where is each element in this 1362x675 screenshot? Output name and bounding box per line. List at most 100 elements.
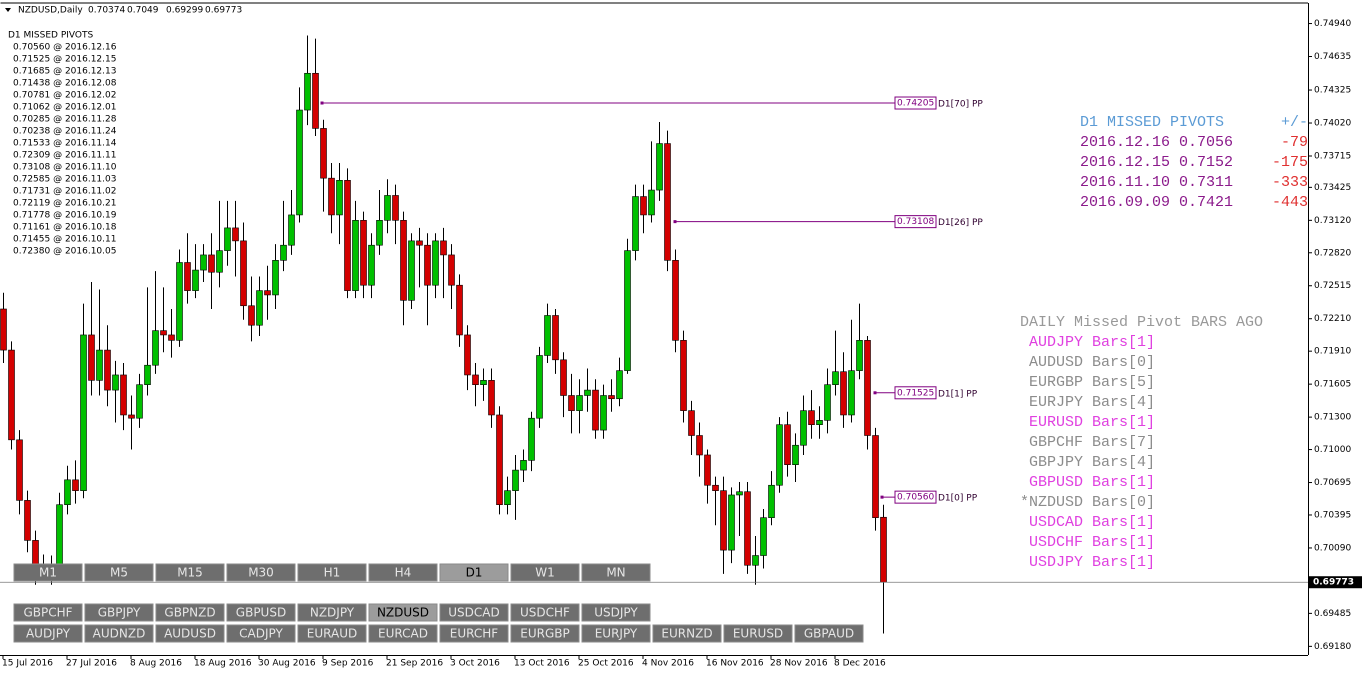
button-label[interactable]: M15: [177, 566, 203, 580]
button-label[interactable]: M30: [248, 566, 274, 580]
button[interactable]: [652, 624, 722, 643]
button[interactable]: [226, 624, 296, 643]
button-label[interactable]: EURNZD: [661, 627, 712, 641]
candle-body: [312, 72, 319, 129]
candle-body: [376, 220, 383, 246]
button[interactable]: [226, 603, 296, 622]
candle-body: [720, 490, 727, 551]
button[interactable]: [155, 603, 225, 622]
button-label[interactable]: GBPUSD: [236, 606, 286, 620]
button[interactable]: [794, 624, 864, 643]
button[interactable]: [510, 563, 580, 582]
button[interactable]: [723, 624, 793, 643]
button-label[interactable]: AUDNZD: [93, 627, 146, 641]
candle-body: [760, 517, 767, 556]
button-label[interactable]: H1: [324, 566, 341, 580]
button-label[interactable]: NZDJPY: [310, 606, 355, 620]
candle-body: [776, 424, 783, 486]
button-label[interactable]: GBPAUD: [804, 627, 854, 641]
button-label[interactable]: H4: [395, 566, 412, 580]
button[interactable]: [155, 624, 225, 643]
candle-body: [592, 389, 599, 431]
candle-body: [136, 384, 143, 419]
candle-body: [440, 240, 447, 256]
button-label[interactable]: EURGBP: [520, 627, 569, 641]
candle-body: [168, 334, 175, 341]
button-label[interactable]: W1: [535, 566, 555, 580]
button[interactable]: [510, 603, 580, 622]
button-label[interactable]: GBPNZD: [164, 606, 215, 620]
button-label[interactable]: USDJPY: [594, 606, 638, 620]
button-label[interactable]: M1: [39, 566, 57, 580]
button[interactable]: [368, 563, 438, 582]
button[interactable]: [439, 563, 509, 582]
button-label[interactable]: EURAUD: [307, 627, 357, 641]
candle-body: [488, 380, 495, 416]
button-label[interactable]: GBPJPY: [98, 606, 141, 620]
panel-diff: -175: [1272, 154, 1308, 171]
button[interactable]: [13, 624, 83, 643]
button[interactable]: [439, 603, 509, 622]
button[interactable]: [368, 624, 438, 643]
button[interactable]: [297, 624, 367, 643]
candle-body: [576, 395, 583, 411]
bars-ago-row: AUDJPY Bars[1]: [1029, 334, 1155, 351]
candle-body: [304, 72, 311, 111]
button-label[interactable]: D1: [466, 566, 483, 580]
list-row: 0.72380 @ 2016.10.05: [13, 247, 116, 257]
candle-body: [80, 334, 87, 491]
candle-body: [152, 330, 159, 366]
button-label[interactable]: MN: [606, 566, 625, 580]
candle-body: [648, 189, 655, 216]
button[interactable]: [581, 563, 651, 582]
x-tick-label: 13 Oct 2016: [514, 659, 570, 669]
button[interactable]: [84, 603, 154, 622]
bars-ago-row: EURJPY Bars[4]: [1029, 394, 1155, 411]
pivot-dot: [673, 220, 677, 224]
button[interactable]: [226, 563, 296, 582]
button-label[interactable]: EURCHF: [450, 627, 499, 641]
button[interactable]: [297, 563, 367, 582]
candle-body: [272, 260, 279, 296]
button[interactable]: [297, 603, 367, 622]
bars-ago-row: AUDUSD Bars[0]: [1029, 354, 1155, 371]
button[interactable]: [13, 603, 83, 622]
candle-body: [104, 349, 111, 391]
pivot-tag: D1[0] PP: [938, 494, 978, 504]
button-label[interactable]: USDCAD: [448, 606, 499, 620]
button-label[interactable]: AUDJPY: [26, 627, 71, 641]
button[interactable]: [84, 563, 154, 582]
ohlc-close: 0.69773: [205, 6, 242, 16]
candle-body: [56, 504, 63, 569]
button-label[interactable]: NZDUSD: [377, 606, 429, 620]
candle-body: [872, 435, 879, 518]
button[interactable]: [155, 563, 225, 582]
button[interactable]: [84, 624, 154, 643]
button[interactable]: [368, 603, 438, 622]
button[interactable]: [581, 624, 651, 643]
button-label[interactable]: USDCHF: [520, 606, 570, 620]
button[interactable]: [439, 624, 509, 643]
x-tick-label: 8 Dec 2016: [834, 659, 886, 669]
candle-body: [568, 395, 575, 411]
candle-body: [120, 374, 127, 416]
candle-body: [664, 143, 671, 261]
button-label[interactable]: CADJPY: [239, 627, 283, 641]
button-label[interactable]: M5: [110, 566, 128, 580]
list-row: 0.71062 @ 2016.12.01: [13, 103, 116, 113]
list-row: 0.71161 @ 2016.10.18: [13, 223, 117, 233]
button-label[interactable]: GBPCHF: [23, 606, 72, 620]
y-tick-label: 0.73425: [1314, 183, 1351, 193]
button-label[interactable]: AUDUSD: [164, 627, 216, 641]
candle-body: [824, 384, 831, 421]
candle-body: [832, 371, 839, 385]
button[interactable]: [13, 563, 83, 582]
button[interactable]: [510, 624, 580, 643]
button-label[interactable]: EURJPY: [595, 627, 638, 641]
list-row: 0.72585 @ 2016.11.03: [13, 175, 116, 185]
button-label[interactable]: EURCAD: [378, 627, 428, 641]
button-label[interactable]: EURUSD: [733, 627, 783, 641]
candle-body: [528, 417, 535, 461]
button[interactable]: [581, 603, 651, 622]
